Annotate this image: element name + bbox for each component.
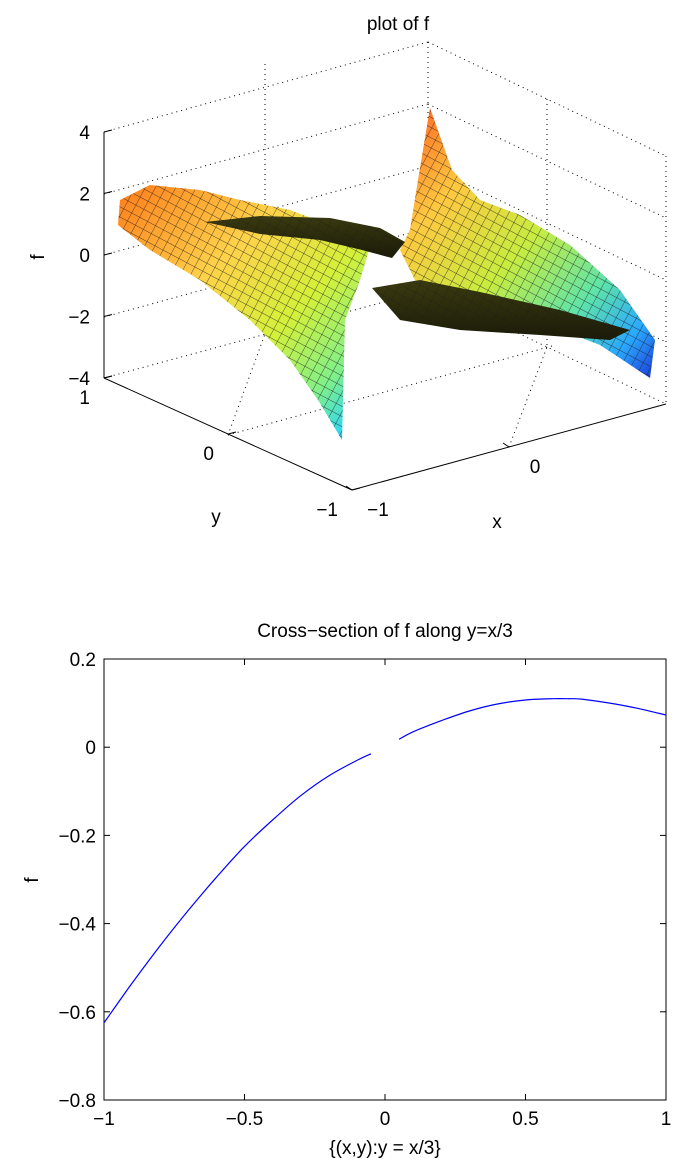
surface-y-tick (227, 431, 237, 435)
surface-hole (378, 258, 398, 278)
surface-left-mesh (118, 185, 372, 440)
line-plot-x-tick-label: 0.5 (512, 1109, 538, 1130)
line-plot-xlabel: {(x,y):y = x/3} (329, 1138, 440, 1159)
line-plot: −1 −0.5 0 0.5 1 −0.8 −0.6 −0.4 −0.2 0 0.2 Cross−se… (22, 621, 671, 1159)
surface-z-tick (103, 129, 113, 133)
surface-x-tick (345, 485, 353, 491)
line-plot-title: Cross−section of f along y=x/3 (257, 621, 513, 642)
line-plot-ticks: −1 −0.5 0 0.5 1 −0.8 −0.6 −0.4 −0.2 0 0.2 (58, 650, 671, 1130)
line-plot-ylabel: f (22, 877, 43, 883)
surface-z-tick-label: −4 (68, 369, 90, 390)
surface-y-tick-label: −1 (316, 500, 338, 521)
surface-plot: 4 2 0 −2 −41 0 −1 −1 0 plot of f f y x (28, 14, 667, 533)
surface-title: plot of f (367, 14, 430, 35)
surface-x-tick-label: −1 (367, 500, 389, 521)
line-plot-x-tick-label: −0.5 (226, 1109, 264, 1130)
line-plot-x-tick-label: −1 (93, 1109, 115, 1130)
line-plot-x-tick-label: 0 (380, 1109, 391, 1130)
line-plot-series-segment (103, 753, 372, 1024)
surface-z-tick (103, 191, 113, 194)
surface-x-tick-label: 0 (530, 457, 541, 478)
surface-y-tick-label: 0 (203, 444, 214, 465)
surface-z-tick-label: 0 (79, 246, 90, 267)
surface-z-tick-label: 2 (79, 185, 90, 206)
line-plot-y-tick-label: −0.4 (58, 915, 96, 936)
line-plot-y-tick-label: 0.2 (70, 650, 96, 671)
surface-y-tick-label: 1 (79, 388, 90, 409)
surface-z-tick-label: 4 (79, 123, 90, 144)
surface-z-tick (103, 314, 113, 317)
surface-xlabel: x (492, 512, 502, 533)
surface-y-tick (103, 375, 113, 379)
surface-mesh (118, 108, 655, 440)
line-plot-y-tick-label: 0 (85, 738, 96, 759)
line-plot-x-tick-label: 1 (661, 1109, 672, 1130)
surface-x-tick (502, 442, 510, 448)
line-plot-series-segment (398, 697, 667, 740)
line-plot-series (103, 697, 667, 1024)
line-plot-y-tick-label: −0.2 (58, 826, 96, 847)
surface-right-mesh (400, 108, 655, 378)
surface-ylabel: y (211, 507, 221, 528)
surface-z-tick-label: −2 (68, 308, 90, 329)
line-plot-y-tick-label: −0.6 (58, 1003, 96, 1024)
surface-ticks: 4 2 0 −2 −41 0 −1 −1 0 (68, 123, 540, 521)
surface-y-tick (351, 487, 361, 491)
line-plot-y-tick-label: −0.8 (58, 1091, 96, 1112)
surface-zlabel: f (28, 254, 49, 260)
surface-z-tick (103, 252, 113, 256)
